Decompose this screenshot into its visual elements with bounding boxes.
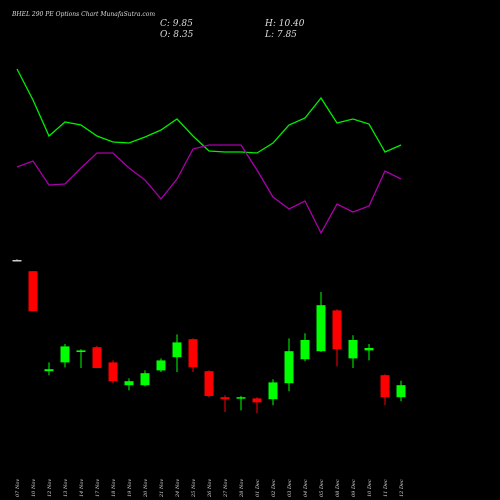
x-tick-label: 05 Dec: [319, 479, 325, 497]
candle-body: [172, 342, 182, 358]
candle-body: [108, 362, 118, 382]
x-tick-label: 28 Nov: [239, 479, 245, 498]
x-tick-label: 19 Nov: [127, 479, 133, 497]
candle-body: [124, 381, 134, 386]
chart-title: BHEL 290 PE Options Chart MunafaSutra.co…: [11, 11, 155, 18]
candle-body: [364, 348, 374, 351]
candle-body: [252, 398, 262, 403]
x-tick-label: 26 Nov: [207, 479, 213, 498]
x-tick-label: 07 Nov: [15, 479, 21, 497]
candle-body: [380, 375, 390, 398]
x-tick-label: 14 Nov: [79, 479, 85, 497]
candle-body: [300, 340, 310, 360]
ohlc-open: O: 8.35: [160, 30, 194, 40]
candle-body: [204, 371, 214, 396]
x-tick-label: 10 Dec: [367, 479, 373, 497]
x-tick-label: 08 Dec: [335, 479, 341, 497]
candle-body: [12, 260, 22, 262]
x-tick-label: 21 Nov: [159, 479, 165, 498]
x-tick-label: 24 Nov: [175, 479, 181, 498]
candle-body: [284, 351, 294, 384]
x-tick-label: 10 Nov: [31, 479, 37, 497]
x-tick-label: 12 Dec: [399, 479, 405, 497]
x-tick-label: 27 Nov: [223, 479, 229, 498]
x-tick-label: 11 Dec: [383, 479, 389, 497]
candle-body: [60, 346, 70, 363]
candle-body: [156, 360, 166, 371]
candle-body: [268, 382, 278, 400]
candle-body: [348, 340, 358, 359]
x-tick-label: 17 Nov: [95, 479, 101, 497]
x-tick-label: 13 Nov: [63, 479, 69, 497]
candle-body: [188, 339, 198, 368]
x-tick-label: 12 Nov: [47, 479, 53, 497]
x-tick-label: 02 Dec: [271, 479, 277, 497]
indicator-line: [16, 144, 402, 235]
candle-body: [316, 305, 326, 352]
ohlc-close: C: 9.85: [160, 19, 193, 29]
x-tick-label: 20 Nov: [143, 479, 149, 498]
x-tick-label: 25 Nov: [191, 479, 197, 498]
candle-body: [140, 373, 150, 386]
x-tick-label: 01 Dec: [255, 479, 261, 497]
candle-body: [92, 347, 102, 368]
x-tick-label: 04 Dec: [303, 479, 309, 497]
candle-body: [28, 271, 38, 312]
x-tick-label: 18 Nov: [111, 479, 117, 497]
candle-body: [236, 397, 246, 399]
candle-body: [76, 350, 86, 352]
candle-body: [220, 397, 230, 400]
candle-body: [332, 310, 342, 350]
ohlc-low: L: 7.85: [264, 30, 297, 40]
x-tick-label: 03 Dec: [287, 479, 293, 497]
candle-body: [396, 385, 406, 398]
x-tick-label: 09 Dec: [351, 479, 357, 497]
candle-body: [44, 369, 54, 372]
ohlc-high: H: 10.40: [264, 19, 305, 29]
indicator-line: [16, 68, 402, 154]
